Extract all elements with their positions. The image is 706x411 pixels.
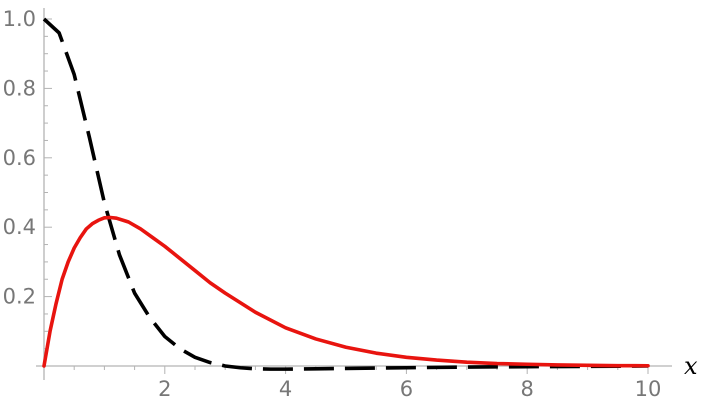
tick-labels: 2 4 6 8 10 0.2 0.4 0.6 0.8 1.0 [3, 7, 662, 401]
y-tick-label: 0.4 [3, 215, 36, 239]
y-tick-label: 0.2 [3, 285, 36, 309]
x-tick-label: 4 [279, 377, 292, 401]
series-layer [42, 17, 650, 371]
x-tick-label: 8 [521, 377, 534, 401]
x-axis-title: x [684, 352, 698, 380]
y-tick-label: 0.6 [3, 146, 36, 170]
minor-ticks [44, 18, 649, 374]
solid-red-series [42, 215, 650, 368]
x-tick-label: 6 [400, 377, 413, 401]
axes [36, 8, 672, 380]
y-tick-label: 1.0 [3, 7, 36, 31]
x-tick-label: 10 [635, 377, 662, 401]
x-tick-label: 2 [158, 377, 171, 401]
dashed-black-series [42, 17, 649, 371]
y-tick-label: 0.8 [3, 76, 36, 100]
